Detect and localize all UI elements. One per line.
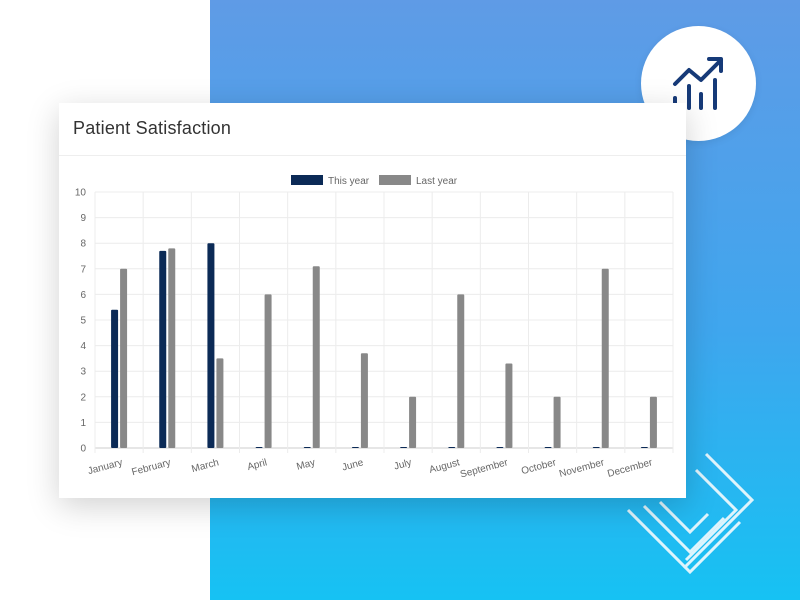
x-tick-label: October xyxy=(520,457,558,477)
x-tick-label: July xyxy=(393,457,413,472)
y-tick-label: 0 xyxy=(80,444,86,455)
x-tick-label: June xyxy=(341,457,365,473)
legend-swatch xyxy=(291,175,323,185)
x-tick-label: August xyxy=(428,457,461,476)
legend-label: Last year xyxy=(416,176,458,187)
legend-label: This year xyxy=(328,176,370,187)
x-tick-label: April xyxy=(246,457,268,473)
y-tick-label: 4 xyxy=(80,341,86,352)
bar-this-year xyxy=(351,447,359,448)
x-tick-label: September xyxy=(459,457,510,480)
y-tick-label: 9 xyxy=(80,213,86,224)
bar-last-year xyxy=(312,266,320,448)
y-tick-label: 7 xyxy=(80,264,86,275)
y-tick-label: 10 xyxy=(75,188,87,199)
x-tick-label: March xyxy=(190,457,220,475)
bar-chart: 0 1 2 3 4 5 6 7 8 9 10 January February March April May… xyxy=(75,175,674,481)
card-divider xyxy=(59,155,686,156)
bar-this-year xyxy=(159,250,167,448)
bar-last-year xyxy=(168,248,176,448)
bar-last-year xyxy=(264,294,272,448)
bar-last-year xyxy=(505,363,513,448)
bar-this-year xyxy=(111,309,119,448)
y-tick-label: 3 xyxy=(80,367,86,378)
bar-last-year xyxy=(457,294,465,448)
x-tick-label: May xyxy=(295,457,316,473)
y-tick-label: 8 xyxy=(80,239,86,250)
bar-last-year xyxy=(553,396,561,448)
patient-satisfaction-card: Patient Satisfaction 0 1 2 3 4 5 6 7 8 9 10 January… xyxy=(59,103,686,498)
bar-this-year xyxy=(592,447,600,448)
x-tick-label: February xyxy=(131,457,172,478)
bar-this-year xyxy=(303,447,311,448)
x-tick-label: December xyxy=(606,457,654,480)
bar-last-year xyxy=(360,353,368,448)
bar-last-year xyxy=(649,396,657,448)
card-title: Patient Satisfaction xyxy=(73,118,232,138)
bar-last-year xyxy=(120,268,128,448)
bar-this-year xyxy=(400,447,408,448)
y-tick-label: 1 xyxy=(80,418,86,429)
y-tick-label: 5 xyxy=(80,316,86,327)
x-tick-label: November xyxy=(558,457,606,480)
legend-swatch xyxy=(379,175,411,185)
diamond-pattern-icon xyxy=(626,452,755,575)
bar-this-year xyxy=(544,447,552,448)
bar-last-year xyxy=(409,396,417,448)
y-tick-label: 2 xyxy=(80,392,86,403)
y-tick-label: 6 xyxy=(80,290,86,301)
bar-this-year xyxy=(255,447,263,448)
bar-last-year xyxy=(216,358,224,448)
bar-this-year xyxy=(496,447,504,448)
bar-last-year xyxy=(601,268,609,448)
bar-this-year xyxy=(448,447,456,448)
x-tick-label: January xyxy=(87,457,124,477)
bar-this-year xyxy=(207,243,215,448)
bar-this-year xyxy=(640,447,648,448)
